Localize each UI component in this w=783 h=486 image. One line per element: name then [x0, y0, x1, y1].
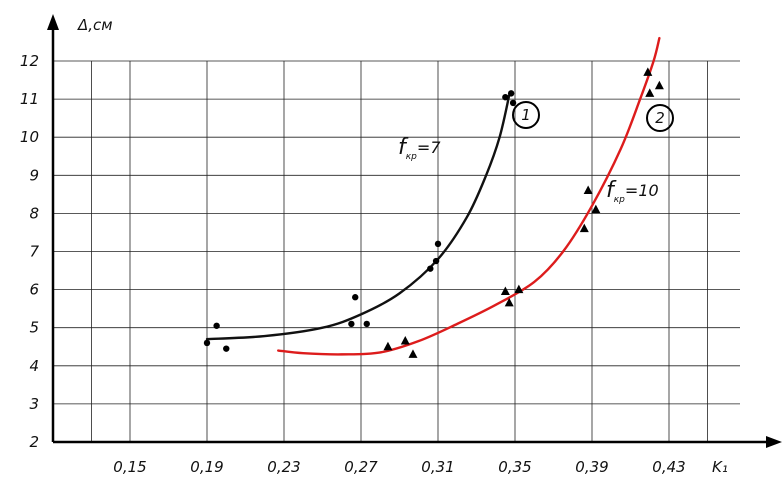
- series-1-point: [509, 99, 517, 107]
- y-axis-title: Δ,см: [77, 16, 113, 34]
- data-points: [203, 67, 664, 358]
- x-tick-label: 0,43: [652, 458, 685, 476]
- series-2-curve: [277, 36, 661, 356]
- series-2-number-circle: [646, 104, 674, 132]
- series-2-point: [383, 341, 393, 351]
- series-1-point: [352, 294, 359, 301]
- x-tick-label: 0,23: [267, 458, 300, 476]
- y-tick-label: 3: [29, 395, 39, 413]
- series-1-number-circle: [512, 101, 540, 129]
- series-2-point: [579, 223, 589, 233]
- y-tick-label: 8: [29, 204, 39, 222]
- series-1-label: fкр=7: [398, 135, 441, 162]
- curves: [205, 36, 661, 356]
- y-tick-label: 7: [29, 243, 39, 261]
- y-axis-arrow-icon: [47, 14, 59, 30]
- series-1-point: [203, 339, 211, 347]
- series-2-point: [400, 336, 410, 345]
- x-tick-label: 0,35: [498, 458, 531, 476]
- x-tick-label: 0,27: [344, 458, 378, 476]
- x-tick-label: 0,31: [421, 458, 454, 476]
- series-2-point: [583, 185, 593, 195]
- series-1-point: [363, 320, 370, 328]
- series-1-point: [432, 257, 440, 265]
- y-tick-label: 2: [29, 433, 39, 451]
- series-2-point: [500, 286, 510, 296]
- y-tick-label: 12: [20, 52, 39, 70]
- grid: [53, 60, 740, 442]
- series-1-point: [223, 345, 230, 352]
- y-tick-label: 11: [20, 90, 39, 108]
- series-1-point: [502, 93, 509, 101]
- series-1-curve: [205, 94, 511, 341]
- series-1-point: [348, 320, 355, 328]
- series-1-point: [434, 240, 442, 248]
- series-1-point: [427, 265, 434, 272]
- series-2-point: [408, 349, 418, 358]
- series-2-point: [514, 284, 524, 294]
- x-axis-title: K₁: [712, 458, 728, 476]
- y-tick-label: 4: [29, 357, 39, 375]
- series-1-number: 1: [521, 106, 531, 124]
- series-1-point: [507, 90, 515, 97]
- series-2-number: 2: [655, 109, 665, 127]
- series-1-point: [213, 322, 220, 329]
- x-tick-label: 0,15: [113, 458, 146, 476]
- y-tick-label: 10: [20, 128, 39, 146]
- series-2-label: fкр=10: [606, 178, 659, 205]
- y-tick-label: 9: [29, 166, 39, 184]
- x-tick-label: 0,19: [190, 458, 223, 476]
- series-2-point: [504, 297, 514, 307]
- series-2-point: [645, 88, 655, 97]
- axes: [47, 14, 782, 448]
- y-tick-label: 6: [29, 281, 39, 299]
- y-tick-label: 5: [29, 319, 39, 337]
- series-2-point: [654, 80, 664, 90]
- series-2-point: [591, 204, 601, 214]
- x-tick-label: 0,39: [575, 458, 608, 476]
- series-2-point: [643, 67, 653, 76]
- x-axis-arrow-icon: [766, 436, 782, 448]
